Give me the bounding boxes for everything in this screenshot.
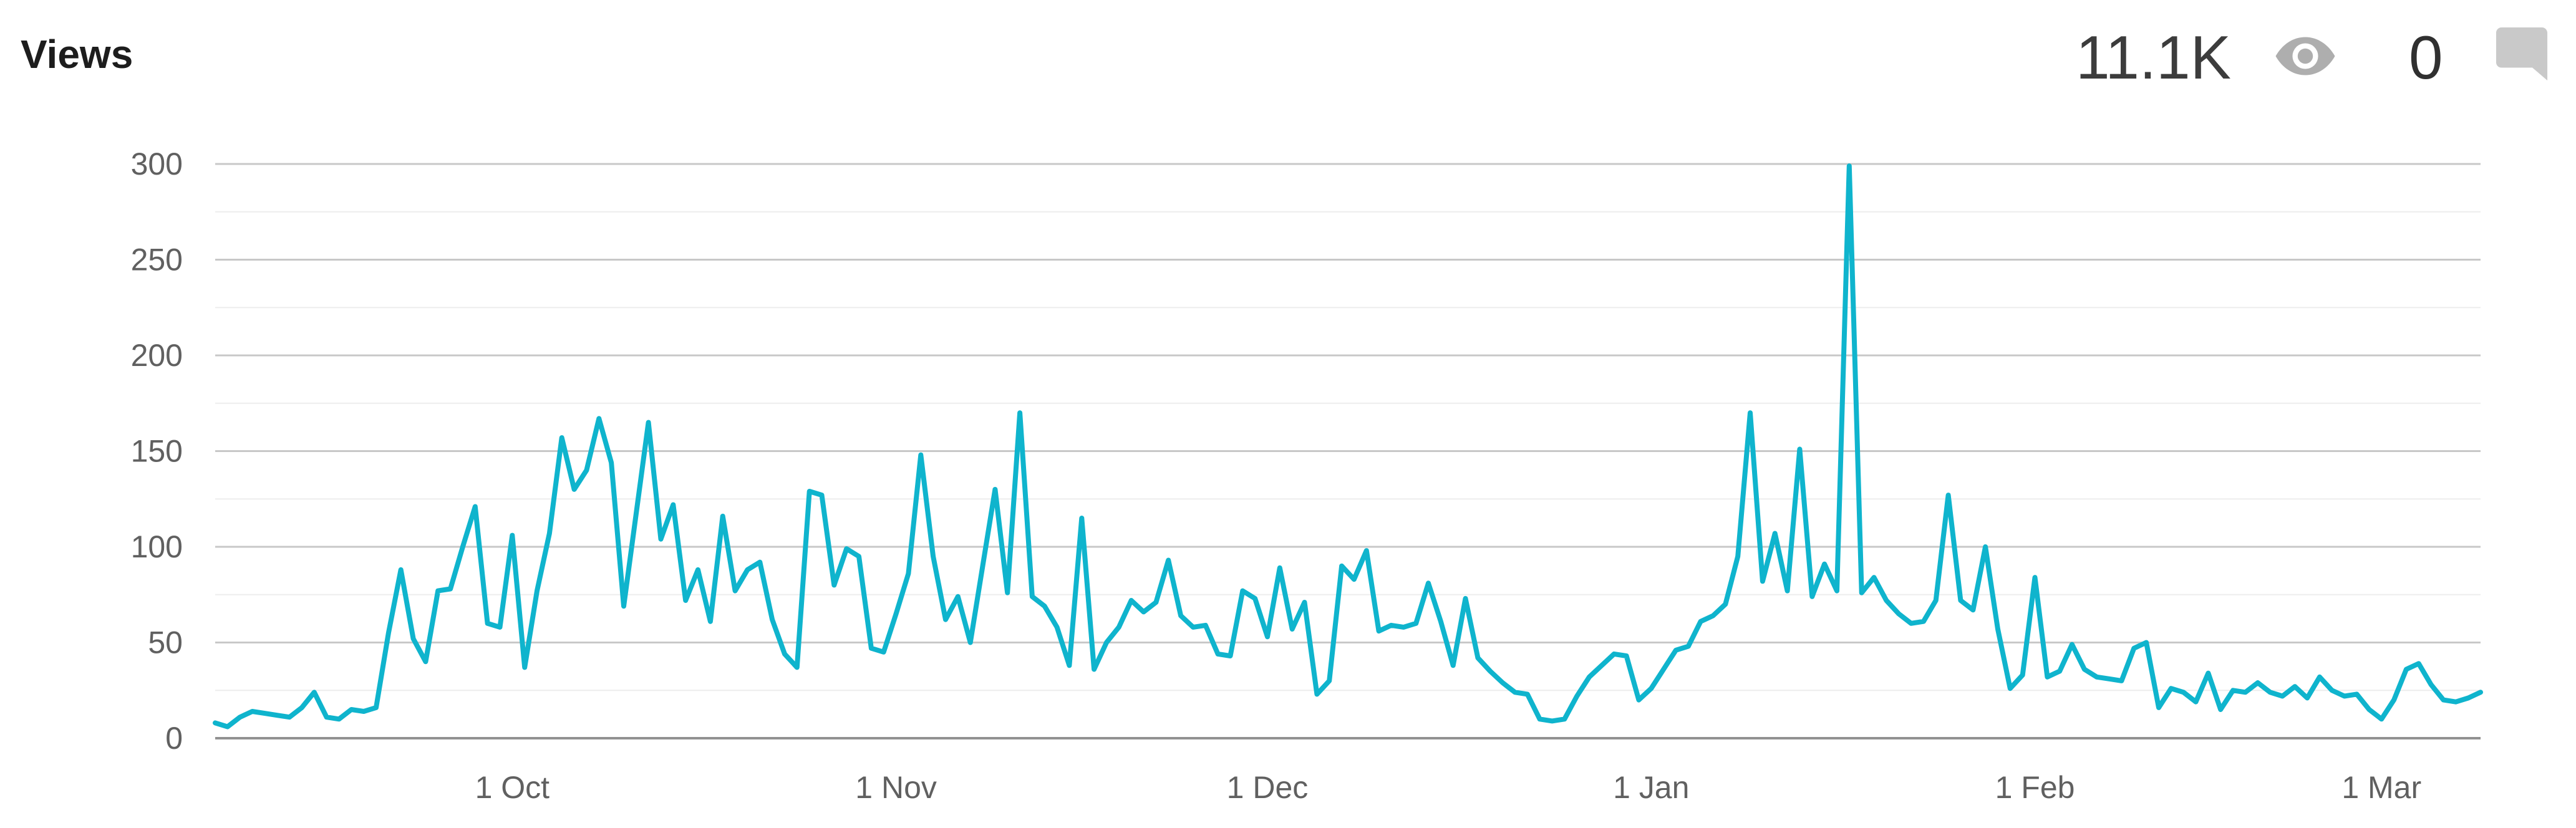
eye-icon <box>2275 37 2335 75</box>
y-axis-tick-label: 200 <box>131 338 183 373</box>
views-count: 11.1K <box>2076 23 2231 92</box>
y-axis-tick-label: 50 <box>148 625 183 660</box>
y-axis-tick-label: 0 <box>165 721 183 756</box>
views-series-line[interactable] <box>213 163 2483 729</box>
x-axis-tick-label: 1 Feb <box>1995 770 2075 805</box>
x-axis-tick-label: 1 Dec <box>1227 770 1309 805</box>
page-title: Views <box>21 32 133 77</box>
y-axis-tick-label: 300 <box>131 147 183 181</box>
chart-header: Views 11.1K 0 <box>0 0 2576 112</box>
x-axis-tick-label: 1 Nov <box>855 770 937 805</box>
y-axis-tick-label: 100 <box>131 529 183 564</box>
x-axis-tick-label: 1 Mar <box>2341 770 2421 805</box>
comment-bubble-icon <box>2496 27 2548 81</box>
y-axis-tick-label: 150 <box>131 434 183 469</box>
x-axis-tick-label: 1 Oct <box>475 770 550 805</box>
y-axis-tick-label: 250 <box>131 243 183 277</box>
x-axis-tick-label: 1 Jan <box>1613 770 1689 805</box>
comments-count: 0 <box>2409 23 2443 92</box>
